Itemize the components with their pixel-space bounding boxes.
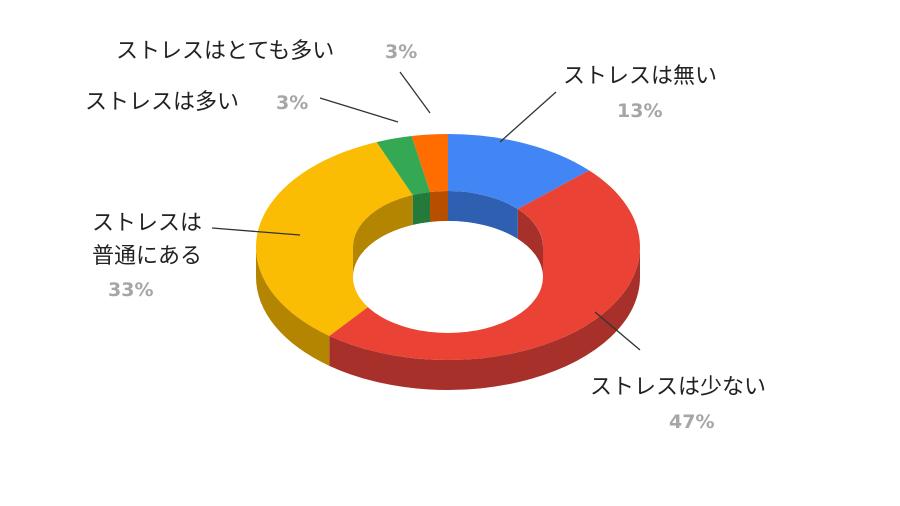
leader-none [499,91,557,143]
slice-inner-wall-3 [412,192,431,226]
label-none-name: ストレスは無い [563,64,717,89]
slice-4 [411,134,448,193]
label-low-name: ストレスは少ない [590,375,766,400]
donut-hole-floor [353,221,543,333]
label-normal: ストレスは 普通にある 33% [92,211,202,301]
label-high-name: ストレスは多い [85,90,239,115]
label-none-value: 13% [617,100,662,122]
label-none: ストレスは無い 13% [563,64,717,122]
label-normal-value: 33% [108,279,153,301]
leader-normal [211,227,301,236]
label-normal-name-2: 普通にある [92,244,202,269]
label-low: ストレスは少ない 47% [590,375,766,433]
label-very-high-value: 3% [385,41,417,63]
leader-low [594,311,641,351]
leader-very-high [399,71,431,114]
slice-side-1 [329,247,640,390]
slice-inner-wall-1 [517,209,543,277]
slice-inner-wall-2 [353,195,413,277]
slice-side-2 [256,247,330,366]
label-high-value: 3% [276,92,308,114]
leader-high [319,97,399,123]
label-high: ストレスは多い 3% [85,90,308,115]
slice-inner-wall-0 [448,191,518,240]
slice-inner-wall-4 [430,191,448,223]
label-very-high-name: ストレスはとても多い [116,39,334,64]
slice-3 [376,136,431,196]
label-very-high: ストレスはとても多い 3% [116,39,417,64]
label-normal-name-1: ストレスは [92,211,202,236]
slice-0 [448,134,590,210]
label-low-value: 47% [669,411,714,433]
leader-lines [211,71,641,351]
donut-sides [256,247,640,390]
